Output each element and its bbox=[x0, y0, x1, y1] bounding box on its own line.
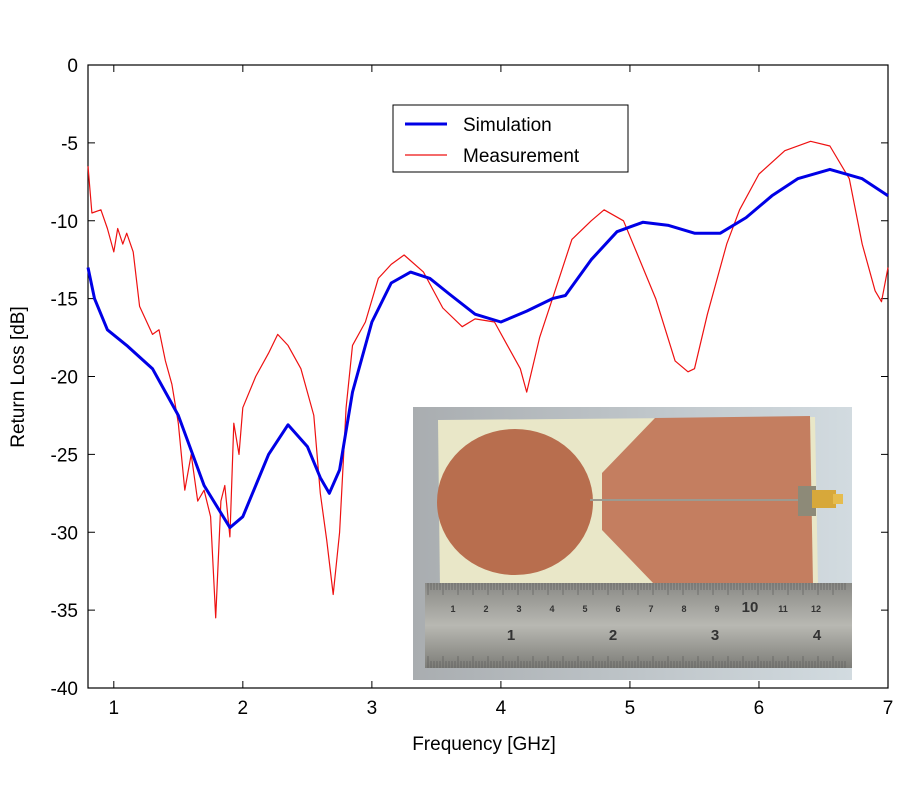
y-tick-label: -25 bbox=[51, 445, 78, 466]
circular-patch bbox=[437, 429, 593, 575]
ruler-cm-label: 12 bbox=[811, 604, 821, 614]
y-tick-label: -35 bbox=[51, 601, 78, 622]
x-tick-label: 7 bbox=[883, 698, 894, 719]
antenna-photo-inset: 1 2 3 4 5 6 7 8 9 10 11 121 2 3 4 bbox=[413, 407, 852, 680]
ruler-inch-label: 4 bbox=[813, 627, 822, 644]
y-tick-label: -40 bbox=[51, 679, 78, 700]
y-axis-label: Return Loss [dB] bbox=[8, 306, 29, 448]
ruler-cm-label: 3 bbox=[516, 604, 521, 614]
series-line-simulation bbox=[86, 167, 889, 530]
x-tick-label: 2 bbox=[238, 698, 249, 719]
ruler-cm-label: 9 bbox=[714, 604, 719, 614]
ruler-inch-label: 3 bbox=[711, 627, 719, 644]
ruler-cm-label: 1 bbox=[450, 604, 455, 614]
series-line-measurement bbox=[87, 140, 889, 619]
y-tick-label: -5 bbox=[61, 134, 78, 155]
legend: Simulation Measurement bbox=[392, 104, 629, 173]
x-axis-label: Frequency [GHz] bbox=[412, 734, 556, 755]
x-tick-label: 4 bbox=[496, 698, 507, 719]
x-tick-label: 1 bbox=[109, 698, 120, 719]
ruler-cm-label: 2 bbox=[483, 604, 488, 614]
y-tick-label: 0 bbox=[67, 56, 78, 77]
ruler-cm-label: 6 bbox=[615, 604, 620, 614]
series-lines bbox=[86, 140, 889, 619]
y-axis-ticks: 0 -5 -10 -15 -20 -25 -30 -35 -40 bbox=[51, 56, 888, 700]
ruler-inch-label: 1 bbox=[507, 627, 515, 644]
sma-connector bbox=[798, 486, 816, 516]
y-tick-label: -15 bbox=[51, 290, 78, 311]
x-tick-label: 6 bbox=[754, 698, 765, 719]
ruler-cm-label: 11 bbox=[778, 604, 788, 614]
ruler-cm-label: 7 bbox=[648, 604, 653, 614]
legend-label-simulation: Simulation bbox=[463, 115, 552, 136]
ruler-cm-label: 5 bbox=[582, 604, 587, 614]
ruler-cm-label: 4 bbox=[549, 604, 554, 614]
ruler bbox=[425, 583, 852, 668]
x-tick-label: 5 bbox=[625, 698, 636, 719]
ruler-inch-label: 2 bbox=[609, 627, 617, 644]
ruler-cm-label: 8 bbox=[681, 604, 686, 614]
y-tick-label: -10 bbox=[51, 212, 78, 233]
y-tick-label: -30 bbox=[51, 523, 78, 544]
legend-label-measurement: Measurement bbox=[463, 146, 580, 167]
ruler-cm-label: 10 bbox=[742, 599, 759, 616]
y-tick-label: -20 bbox=[51, 368, 78, 389]
x-tick-label: 3 bbox=[367, 698, 378, 719]
